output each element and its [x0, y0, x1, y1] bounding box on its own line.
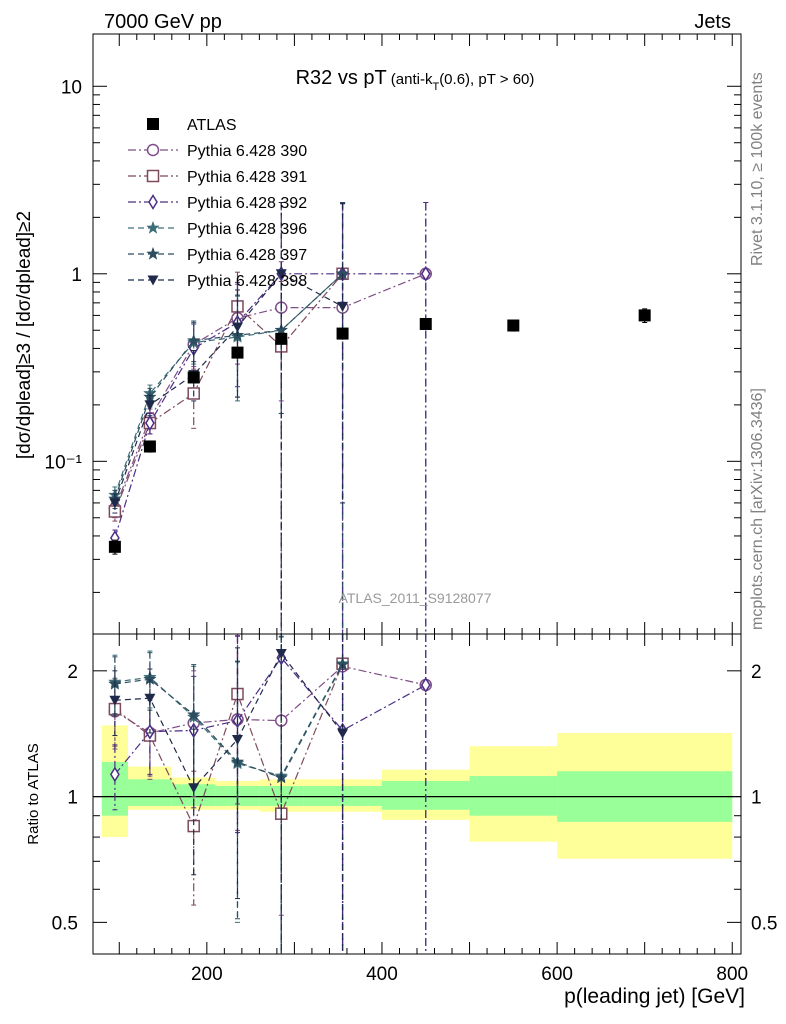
- ratio-band-green: [469, 776, 558, 816]
- chart-title-main: R32 vs pT: [296, 67, 387, 89]
- x-tick-label: 200: [191, 964, 223, 985]
- ratio-y-tick-label: 0.5: [52, 913, 78, 934]
- title-subscript: T: [432, 81, 439, 93]
- legend-label: Pythia 6.428 390: [187, 143, 307, 160]
- mc-1-line: [114, 273, 426, 509]
- mc-5-point: [186, 333, 201, 347]
- ratio-y-tick-label: 2: [67, 662, 78, 683]
- rivet-version-label: Rivet 3.1.10, ≥ 100k events: [749, 72, 766, 266]
- mc-2-series: [108, 201, 349, 634]
- main-plot-content: [107, 201, 651, 634]
- mc-3-series: [110, 201, 431, 634]
- legend-marker: [147, 275, 159, 286]
- ratio-band-green: [128, 779, 172, 806]
- mc-6-series: [109, 201, 349, 634]
- legend-label: Pythia 6.428 396: [187, 221, 307, 238]
- ratio-y-axis-label: Ratio to ATLAS: [25, 743, 42, 844]
- ratio-mc-6-point: [275, 649, 287, 660]
- ratio-mc-3-point: [110, 766, 120, 783]
- ratio-y-tick-label: 1: [67, 788, 78, 809]
- y-tick-label: 10⁻¹: [45, 452, 83, 473]
- atlas-data-point: [187, 371, 200, 384]
- header-left: 7000 GeV pp: [104, 11, 222, 33]
- legend-label: Pythia 6.428 391: [187, 169, 307, 186]
- atlas-data-point: [108, 540, 121, 553]
- atlas-data-point: [336, 327, 349, 340]
- legend-label: Pythia 6.428 397: [187, 247, 307, 264]
- mc-6-point: [231, 322, 243, 333]
- ratio-mc-6-line: [114, 652, 344, 789]
- legend-label: Pythia 6.428 392: [187, 195, 307, 212]
- mc-6-line: [114, 273, 343, 504]
- ratio-mc-6-series: [109, 634, 349, 954]
- chart-title: R32 vs pT (anti-kT(0.6), pT > 60): [296, 67, 535, 93]
- x-tick-label: 600: [541, 964, 573, 985]
- mc-6-point: [144, 400, 156, 411]
- legend: ATLAS Pythia 6.428 390 Pythia 6.428 391 Pyt…: [128, 117, 307, 290]
- legend-marker: [146, 220, 160, 234]
- atlas-data-point: [638, 309, 651, 322]
- legend-marker: [147, 118, 159, 130]
- y-tick-label: 1: [71, 265, 82, 286]
- legend-label: Pythia 6.428 398: [187, 273, 307, 290]
- mc-6-point: [337, 301, 349, 312]
- y-tick-label: 10: [61, 77, 82, 98]
- ratio-plot-content: [93, 634, 741, 954]
- ratio-uncertainty-bands: [101, 725, 733, 859]
- mc-5-line: [114, 273, 343, 500]
- x-axis-label: p(leading jet) [GeV]: [564, 985, 745, 1008]
- ratio-mc-6-point: [337, 728, 349, 739]
- ratio-mc-5-point: [186, 707, 201, 721]
- x-tick-label: 800: [716, 964, 748, 985]
- ratio-mc-5-line: [114, 664, 344, 779]
- legend-marker: [146, 246, 160, 260]
- atlas-data-point: [275, 332, 288, 345]
- header-right: Jets: [694, 11, 731, 33]
- mc-3-point: [145, 415, 155, 431]
- atlas-data-point: [231, 346, 244, 359]
- chart-title-suffix: (anti-kT(0.6), pT > 60): [391, 71, 535, 93]
- legend-marker: [146, 143, 160, 157]
- mc-3-line: [114, 273, 426, 539]
- x-tick-label: 400: [366, 964, 398, 985]
- mc-3-point: [420, 265, 431, 282]
- axes-ticks: 200 400 600 800 10⁻¹ 1 10 0.5 0.5 1 1 2 2: [45, 34, 777, 985]
- legend-marker: [146, 169, 160, 183]
- ratio-mc-6-point: [188, 783, 200, 794]
- ratio-mc-3-point: [420, 677, 431, 693]
- atlas-data-point: [419, 317, 432, 330]
- ratio-y-tick-label-right: 0.5: [751, 913, 777, 934]
- mc-1-series: [108, 201, 433, 634]
- ratio-mc-6-point: [109, 695, 121, 706]
- mc-4-line: [114, 273, 343, 496]
- atlas-data-point: [143, 440, 156, 453]
- atlas-data-point: [507, 319, 520, 332]
- legend-marker: [148, 194, 158, 210]
- main-y-axis-label: [dσ/dplead]≥3 / [dσ/dplead]≥2: [14, 211, 35, 459]
- mc-6-point: [109, 498, 121, 509]
- mc-6-point: [275, 269, 287, 280]
- mcplots-label: mcplots.cern.ch [arXiv:1306.3436]: [749, 388, 766, 630]
- ratio-y-tick-label-right: 1: [751, 788, 762, 809]
- analysis-id: ATLAS_2011_S9128077: [339, 590, 492, 606]
- ratio-y-tick-label-right: 2: [751, 662, 762, 683]
- ratio-mc-6-point: [231, 734, 243, 745]
- atlas-data-series: [108, 308, 651, 555]
- ratio-mc-6-point: [144, 693, 156, 704]
- ratio-mc-4-line: [114, 663, 344, 777]
- legend-label: ATLAS: [187, 117, 237, 134]
